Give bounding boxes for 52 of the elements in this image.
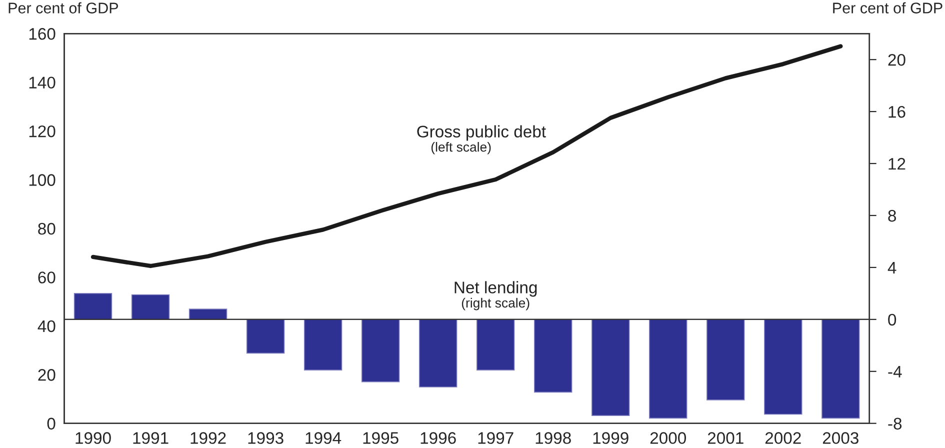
x-tick-label: 2003	[822, 432, 858, 444]
x-tick-label: 1998	[536, 432, 571, 444]
bar	[476, 319, 515, 371]
x-tick-label: 1995	[363, 432, 398, 444]
y2-tick-label: 20	[888, 54, 906, 66]
x-tick-label: 1992	[190, 432, 226, 444]
y-tick-label: 60	[38, 272, 56, 284]
bar	[304, 319, 342, 371]
y2-axis-title: Per cent of GDP	[833, 2, 942, 14]
y2-tick-label: 12	[888, 158, 906, 170]
y2-tick-label: 0	[888, 314, 896, 326]
y-tick-label: 20	[38, 369, 56, 381]
y2-tick-label: 4	[888, 262, 896, 274]
bar	[361, 319, 400, 382]
annotation: (right scale)	[462, 298, 530, 310]
bar	[188, 308, 228, 320]
bar	[534, 319, 572, 393]
y2-tick-label: -4	[888, 366, 902, 378]
y-tick-label: 120	[29, 125, 56, 138]
x-tick-label: 1990	[76, 432, 111, 444]
y-tick-label: 100	[29, 174, 56, 186]
x-tick-label: 2000	[650, 432, 686, 444]
bar	[74, 293, 112, 320]
x-tick-label: 2002	[765, 432, 801, 444]
bar	[591, 319, 630, 416]
bar	[764, 319, 802, 415]
y-tick-label: 80	[38, 222, 56, 235]
x-tick-label: 1991	[133, 432, 168, 444]
y-tick-label: 160	[29, 28, 56, 40]
bar	[246, 319, 285, 354]
bar	[822, 319, 860, 419]
series-label: Net lending	[454, 281, 537, 297]
x-tick-label: 1994	[306, 432, 342, 444]
line-series	[90, 44, 843, 268]
annotation: (left scale)	[431, 142, 491, 154]
x-tick-label: 1993	[248, 432, 284, 444]
y-tick-label: 40	[38, 320, 56, 332]
x-tick-label: 1999	[593, 432, 628, 444]
bar	[649, 319, 688, 419]
bar	[131, 294, 170, 320]
bar	[706, 319, 745, 400]
y-tick-label: 0	[47, 418, 56, 430]
y2-tick-label: 16	[888, 106, 906, 118]
x-tick-label: 1996	[420, 432, 456, 444]
y-tick-label: 140	[29, 76, 56, 89]
y2-tick-label: 8	[888, 210, 896, 222]
series-label: Gross public debt	[417, 125, 546, 141]
x-tick-label: 1997	[478, 432, 514, 444]
y2-tick-label: -8	[888, 418, 902, 430]
bar	[418, 319, 458, 388]
y-axis-title: Per cent of GDP	[8, 2, 118, 14]
x-tick-label: 2001	[708, 432, 744, 444]
